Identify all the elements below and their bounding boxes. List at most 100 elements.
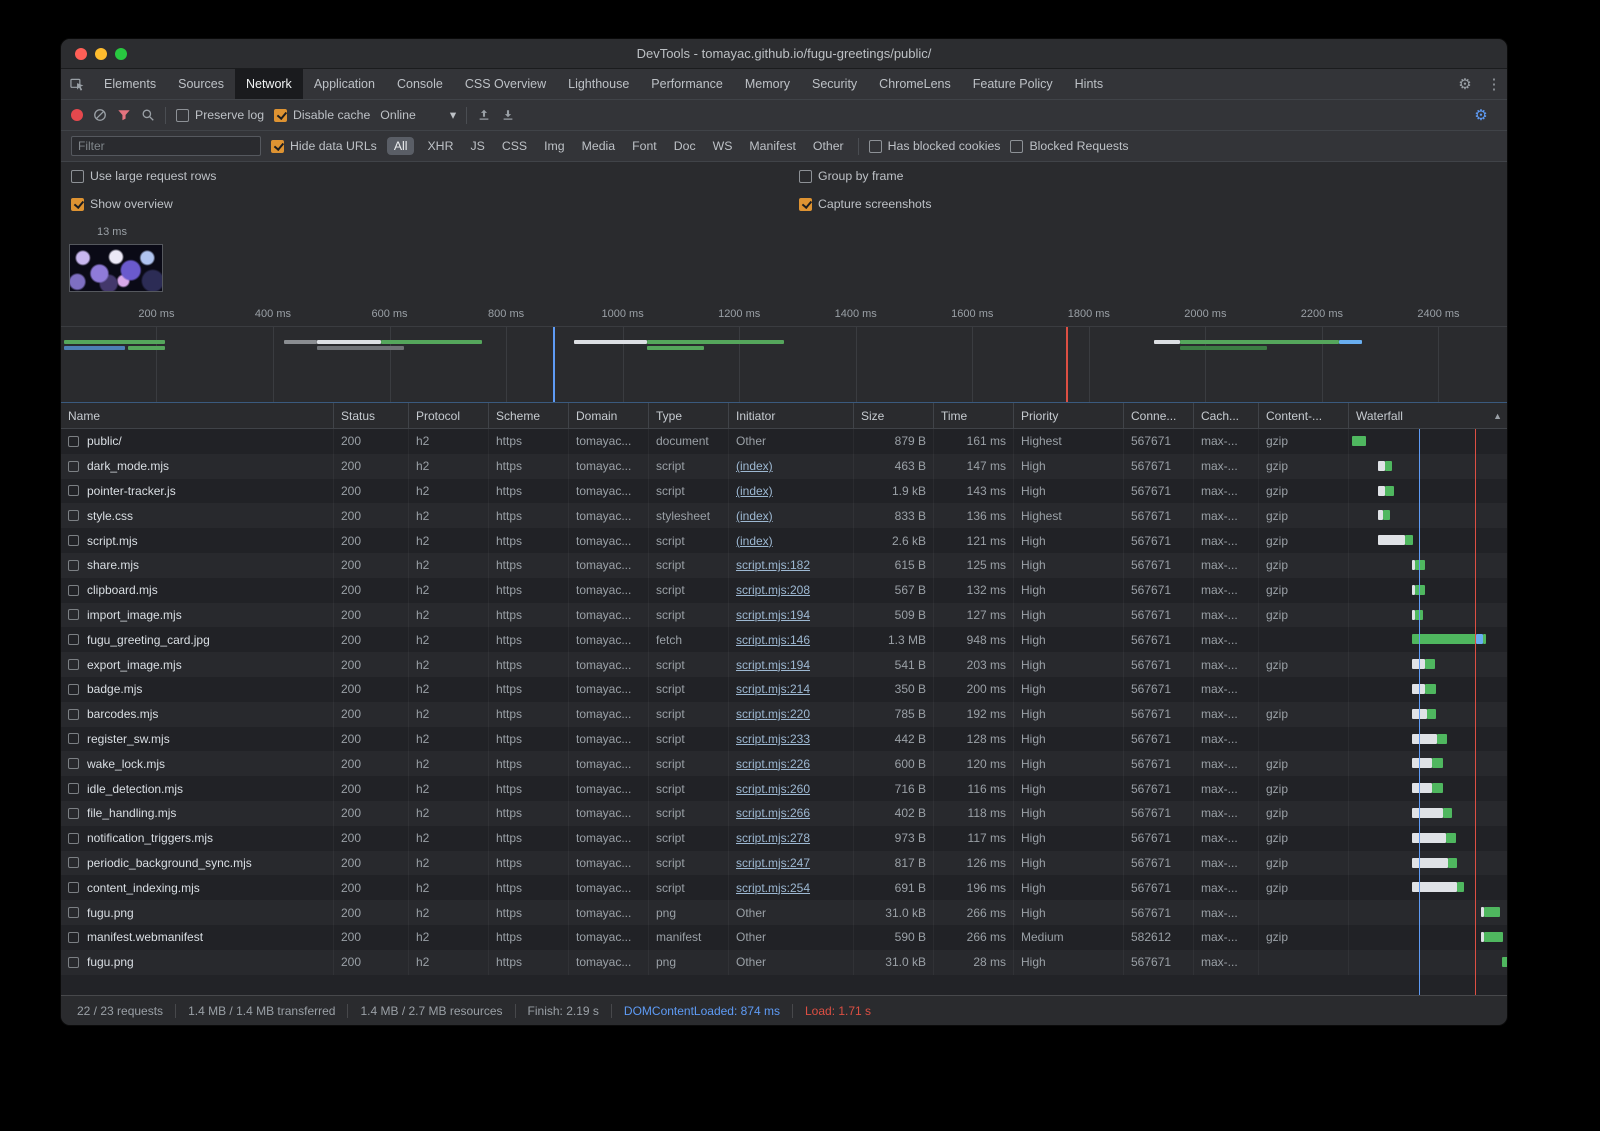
- initiator-link[interactable]: (index): [736, 508, 773, 523]
- initiator-link[interactable]: (index): [736, 533, 773, 548]
- network-conditions-gear-icon[interactable]: ⚙: [1474, 107, 1488, 124]
- close-button[interactable]: [75, 47, 87, 60]
- tab-lighthouse[interactable]: Lighthouse: [568, 77, 630, 91]
- table-row[interactable]: idle_detection.mjs 200 h2 https tomayac... sc…: [61, 776, 1507, 801]
- tab-hints[interactable]: Hints: [1074, 77, 1104, 91]
- sort-arrow-icon[interactable]: ▲: [1493, 410, 1502, 421]
- column-header-waterfall[interactable]: Waterfall ▲: [1349, 403, 1507, 428]
- table-row[interactable]: fugu_greeting_card.jpg 200 h2 https tomayac.…: [61, 627, 1507, 653]
- column-header-status[interactable]: Status: [334, 403, 409, 428]
- column-header-connection[interactable]: Conne...: [1124, 403, 1194, 428]
- filter-pill-js[interactable]: JS: [470, 139, 485, 153]
- initiator-link[interactable]: script.mjs:266: [736, 806, 811, 821]
- filter-pill-xhr[interactable]: XHR: [427, 139, 454, 153]
- capture-screenshots-checkbox[interactable]: [799, 197, 812, 211]
- filter-pill-doc[interactable]: Doc: [673, 139, 696, 153]
- disable-cache-checkbox[interactable]: [274, 108, 288, 122]
- clear-icon[interactable]: [93, 108, 107, 122]
- table-row[interactable]: pointer-tracker.js 200 h2 https tomayac... sc…: [61, 478, 1507, 504]
- export-har-icon[interactable]: [501, 108, 515, 122]
- use-large-request-rows-checkbox[interactable]: [71, 169, 84, 183]
- initiator-link[interactable]: script.mjs:260: [736, 781, 811, 796]
- filter-pill-font[interactable]: Font: [632, 139, 657, 153]
- initiator-link[interactable]: (index): [736, 459, 773, 474]
- tab-chromelens[interactable]: ChromeLens: [879, 77, 951, 91]
- tab-network[interactable]: Network: [234, 69, 303, 99]
- column-header-type[interactable]: Type: [649, 403, 729, 428]
- show-overview-checkbox[interactable]: [71, 197, 84, 211]
- kebab-menu-icon[interactable]: ⋮: [1486, 76, 1502, 93]
- column-header-cache[interactable]: Cach...: [1194, 403, 1259, 428]
- initiator-link[interactable]: script.mjs:146: [736, 632, 811, 647]
- settings-gear-icon[interactable]: ⚙: [1458, 76, 1472, 93]
- group-by-frame-checkbox[interactable]: [799, 169, 812, 183]
- column-header-priority[interactable]: Priority: [1014, 403, 1124, 428]
- column-header-initiator[interactable]: Initiator: [729, 403, 854, 428]
- initiator-link[interactable]: script.mjs:214: [736, 682, 811, 697]
- import-har-icon[interactable]: [477, 108, 491, 122]
- initiator-link[interactable]: (index): [736, 483, 773, 498]
- initiator-link[interactable]: script.mjs:233: [736, 731, 811, 746]
- initiator-link[interactable]: script.mjs:226: [736, 756, 811, 771]
- tab-feature-policy[interactable]: Feature Policy: [972, 77, 1053, 91]
- tab-console[interactable]: Console: [396, 77, 443, 91]
- table-row[interactable]: barcodes.mjs 200 h2 https tomayac... script sc…: [61, 701, 1507, 727]
- filter-pill-media[interactable]: Media: [581, 139, 616, 153]
- table-row[interactable]: script.mjs 200 h2 https tomayac... script (ind…: [61, 528, 1507, 553]
- table-row[interactable]: style.css 200 h2 https tomayac... stylesheet (…: [61, 503, 1507, 529]
- table-row[interactable]: export_image.mjs 200 h2 https tomayac... scri…: [61, 652, 1507, 677]
- filter-pill-ws[interactable]: WS: [712, 139, 733, 153]
- initiator-link[interactable]: script.mjs:208: [736, 583, 811, 598]
- column-header-scheme[interactable]: Scheme: [489, 403, 569, 428]
- throttling-select[interactable]: Online ▾: [380, 108, 456, 122]
- table-row[interactable]: clipboard.mjs 200 h2 https tomayac... script s…: [61, 577, 1507, 603]
- column-header-content[interactable]: Content-...: [1259, 403, 1349, 428]
- initiator-link[interactable]: script.mjs:247: [736, 855, 811, 870]
- filter-input[interactable]: [71, 136, 261, 156]
- table-row[interactable]: notification_triggers.mjs 200 h2 https tomay…: [61, 825, 1507, 851]
- column-header-domain[interactable]: Domain: [569, 403, 649, 428]
- initiator-link[interactable]: script.mjs:220: [736, 707, 811, 722]
- table-row[interactable]: content_indexing.mjs 200 h2 https tomayac...…: [61, 875, 1507, 901]
- has-blocked-cookies-checkbox[interactable]: [868, 139, 882, 153]
- initiator-link[interactable]: script.mjs:194: [736, 657, 811, 672]
- hide-data-urls-checkbox[interactable]: [271, 139, 284, 153]
- tab-security[interactable]: Security: [812, 77, 858, 91]
- column-header-protocol[interactable]: Protocol: [409, 403, 489, 428]
- tab-application[interactable]: Application: [313, 77, 375, 91]
- filter-pill-manifest[interactable]: Manifest: [749, 139, 796, 153]
- column-header-size[interactable]: Size: [854, 403, 934, 428]
- preserve-log-checkbox[interactable]: [176, 108, 189, 122]
- minimize-button[interactable]: [95, 47, 107, 60]
- filter-pill-other[interactable]: Other: [812, 139, 844, 153]
- filter-funnel-icon[interactable]: [117, 108, 131, 122]
- overview-strip[interactable]: [61, 326, 1507, 402]
- table-row[interactable]: file_handling.mjs 200 h2 https tomayac... scr…: [61, 800, 1507, 826]
- column-header-time[interactable]: Time: [934, 403, 1014, 428]
- table-row[interactable]: dark_mode.mjs 200 h2 https tomayac... script (…: [61, 453, 1507, 479]
- search-icon[interactable]: [141, 108, 155, 122]
- tab-elements[interactable]: Elements: [104, 77, 157, 91]
- table-row[interactable]: import_image.mjs 200 h2 https tomayac... scri…: [61, 602, 1507, 628]
- initiator-link[interactable]: script.mjs:278: [736, 831, 811, 846]
- table-row[interactable]: public/200 h2 https tomayac... document Other…: [61, 429, 1507, 454]
- inspect-icon[interactable]: [61, 69, 93, 99]
- table-row[interactable]: fugu.png 200 h2 https tomayac... png Other 31.0…: [61, 949, 1507, 975]
- filter-pill-css[interactable]: CSS: [501, 139, 528, 153]
- initiator-link[interactable]: script.mjs:194: [736, 607, 811, 622]
- table-row[interactable]: periodic_background_sync.mjs 200 h2 https to…: [61, 850, 1507, 876]
- table-row[interactable]: register_sw.mjs 200 h2 https tomayac... scrip…: [61, 726, 1507, 752]
- tab-memory[interactable]: Memory: [744, 77, 791, 91]
- table-row[interactable]: fugu.png 200 h2 https tomayac... png Other 31.0…: [61, 900, 1507, 925]
- table-row[interactable]: share.mjs 200 h2 https tomayac... script scrip…: [61, 552, 1507, 578]
- filter-pill-img[interactable]: Img: [544, 139, 565, 153]
- filmstrip-screenshot[interactable]: [69, 244, 163, 292]
- zoom-button[interactable]: [115, 47, 127, 60]
- tab-css-overview[interactable]: CSS Overview: [464, 77, 547, 91]
- record-button[interactable]: [71, 109, 83, 121]
- table-row[interactable]: wake_lock.mjs 200 h2 https tomayac... script s…: [61, 751, 1507, 777]
- column-header-name[interactable]: Name: [61, 403, 334, 428]
- table-row[interactable]: manifest.webmanifest 200 h2 https tomayac...…: [61, 924, 1507, 950]
- initiator-link[interactable]: script.mjs:182: [736, 558, 811, 573]
- tab-sources[interactable]: Sources: [178, 77, 224, 91]
